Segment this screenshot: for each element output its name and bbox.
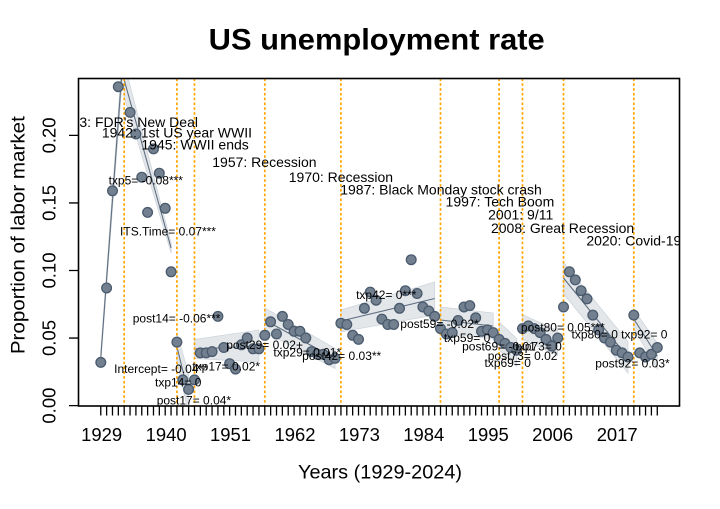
svg-text:1957: Recession: 1957: Recession (212, 154, 316, 170)
svg-text:2020: Covid-19: 2020: Covid-19 (586, 233, 681, 249)
svg-text:post80= 0.05***: post80= 0.05*** (521, 320, 605, 334)
svg-text:1945: WWII ends: 1945: WWII ends (141, 136, 248, 152)
svg-text:1970: Recession: 1970: Recession (289, 169, 393, 185)
svg-text:txp17= 0.02*: txp17= 0.02* (192, 359, 260, 373)
svg-text:Years (1929-2024): Years (1929-2024) (298, 462, 462, 484)
svg-text:post42= 0.03**: post42= 0.03** (302, 349, 381, 363)
svg-text:1940: 1940 (146, 424, 187, 445)
svg-text:1951: 1951 (210, 424, 251, 445)
svg-text:1973: 1973 (339, 424, 380, 445)
svg-text:1942: 1st US year WWII: 1942: 1st US year WWII (102, 124, 252, 140)
svg-text:2017: 2017 (597, 424, 638, 445)
svg-text:2001: 9/11: 2001: 9/11 (488, 207, 553, 223)
svg-text:post92= 0.03*: post92= 0.03* (595, 356, 670, 370)
svg-text:txp29= 0.01*: txp29= 0.01* (273, 346, 341, 360)
svg-text:txp73= 0: txp73= 0 (515, 339, 562, 353)
svg-text:0.10: 0.10 (39, 253, 60, 289)
svg-text:1962: 1962 (275, 424, 316, 445)
svg-text:1929: 1929 (81, 424, 122, 445)
svg-text:txp14= 0: txp14= 0 (155, 376, 202, 390)
svg-text:1997: Tech Boom: 1997: Tech Boom (446, 194, 555, 210)
svg-text:2006: 2006 (532, 424, 573, 445)
svg-text:txp80= 0: txp80= 0 (572, 328, 619, 342)
svg-text:post29= 0.02+: post29= 0.02+ (226, 338, 303, 352)
svg-text:post69= -0.01: post69= -0.01 (462, 339, 536, 353)
svg-text:0.15: 0.15 (39, 185, 60, 221)
svg-text:txp42= 0***: txp42= 0*** (356, 288, 417, 302)
svg-text:1984: 1984 (403, 424, 444, 445)
svg-text:post17= 0.04*: post17= 0.04* (157, 394, 232, 408)
svg-text:txp92= 0: txp92= 0 (621, 328, 668, 342)
svg-text:2008: Great Recession: 2008: Great Recession (491, 220, 634, 236)
svg-text:txp5= -0.08***: txp5= -0.08*** (109, 174, 184, 188)
svg-text:ITS.Time= 0.07***: ITS.Time= 0.07*** (120, 225, 216, 239)
svg-text:Intercept= -0.04**: Intercept= -0.04** (114, 362, 208, 376)
svg-text:1933: FDR's New Deal: 1933: FDR's New Deal (56, 114, 198, 130)
svg-text:0.00: 0.00 (39, 388, 60, 424)
svg-text:1987: Black Monday stock crash: 1987: Black Monday stock crash (340, 182, 542, 198)
svg-text:post73= 0.02: post73= 0.02 (488, 349, 558, 363)
svg-text:txp59= 0: txp59= 0 (444, 331, 491, 345)
svg-text:Proportion of labor market: Proportion of labor market (7, 116, 29, 355)
svg-text:post14= -0.06***: post14= -0.06*** (133, 312, 221, 326)
svg-text:0.20: 0.20 (39, 117, 60, 153)
svg-text:post59= -0.02*: post59= -0.02* (400, 317, 479, 331)
svg-text:txp69= 0: txp69= 0 (485, 356, 532, 370)
svg-text:1995: 1995 (468, 424, 509, 445)
svg-text:US unemployment rate: US unemployment rate (209, 23, 545, 56)
svg-text:0.05: 0.05 (39, 320, 60, 356)
